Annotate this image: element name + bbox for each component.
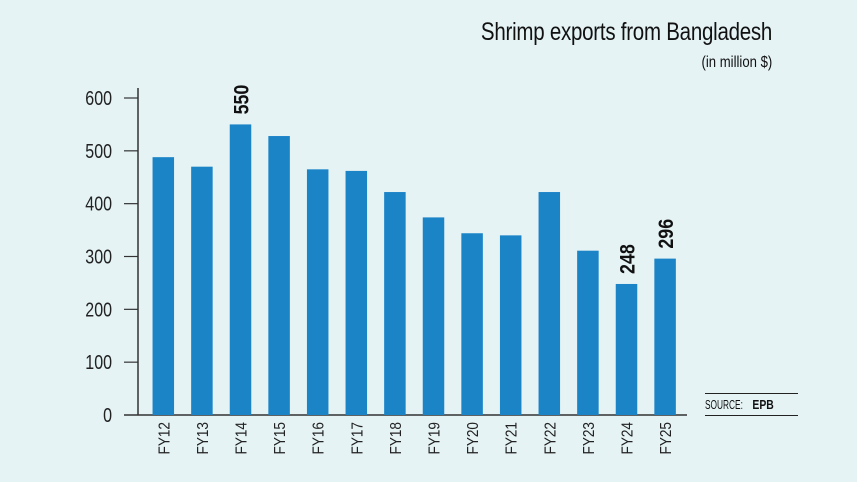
- y-tick-label: 600: [85, 87, 112, 109]
- y-tick-label: 100: [85, 351, 112, 373]
- y-tick-label: 500: [85, 140, 112, 162]
- source-label: SOURCE:: [705, 397, 743, 412]
- x-tick-label: FY19: [427, 422, 444, 454]
- x-tick-label: FY12: [156, 422, 173, 454]
- y-tick-label: 300: [85, 246, 112, 268]
- chart-title: Shrimp exports from Bangladesh: [480, 18, 772, 46]
- bar-fy19: [422, 217, 445, 415]
- x-tick-label: FY23: [581, 422, 598, 454]
- bar-fy18: [384, 192, 406, 415]
- bar-fy17: [345, 170, 368, 415]
- x-tick-label: FY15: [272, 422, 289, 454]
- data-label-fy24: 248: [616, 244, 640, 274]
- y-tick-label: 0: [103, 404, 112, 426]
- bar-fy25: [654, 258, 676, 415]
- bar-fy14: [229, 124, 252, 416]
- bar-fy13: [191, 166, 213, 415]
- bar-fy23: [577, 250, 599, 415]
- x-tick-label: FY18: [388, 422, 405, 454]
- x-tick-label: FY24: [620, 422, 637, 454]
- y-tick-label: 400: [85, 193, 112, 215]
- x-tick-label: FY17: [349, 422, 366, 454]
- bar-fy21: [499, 235, 522, 415]
- x-tick-label: FY13: [195, 422, 212, 454]
- source-value: EPB: [752, 397, 774, 412]
- x-tick-label: FY20: [465, 422, 482, 454]
- x-tick-label: FY22: [542, 422, 559, 454]
- chart-subtitle: (in million $): [701, 54, 772, 71]
- bar-fy20: [461, 233, 483, 415]
- data-label-fy25: 296: [655, 219, 679, 249]
- x-tick-label: FY21: [504, 422, 521, 454]
- x-tick-label: FY25: [658, 422, 675, 454]
- source-note: SOURCE: EPB: [705, 393, 798, 416]
- x-tick-label: FY14: [234, 422, 251, 454]
- y-tick-label: 200: [85, 299, 112, 321]
- bar-fy15: [268, 136, 290, 416]
- bar-fy16: [306, 169, 329, 415]
- bar-fy24: [615, 283, 638, 415]
- bar-fy12: [152, 157, 175, 415]
- bar-fy22: [538, 192, 561, 415]
- x-tick-label: FY16: [311, 422, 328, 454]
- data-label-fy14: 550: [230, 85, 254, 115]
